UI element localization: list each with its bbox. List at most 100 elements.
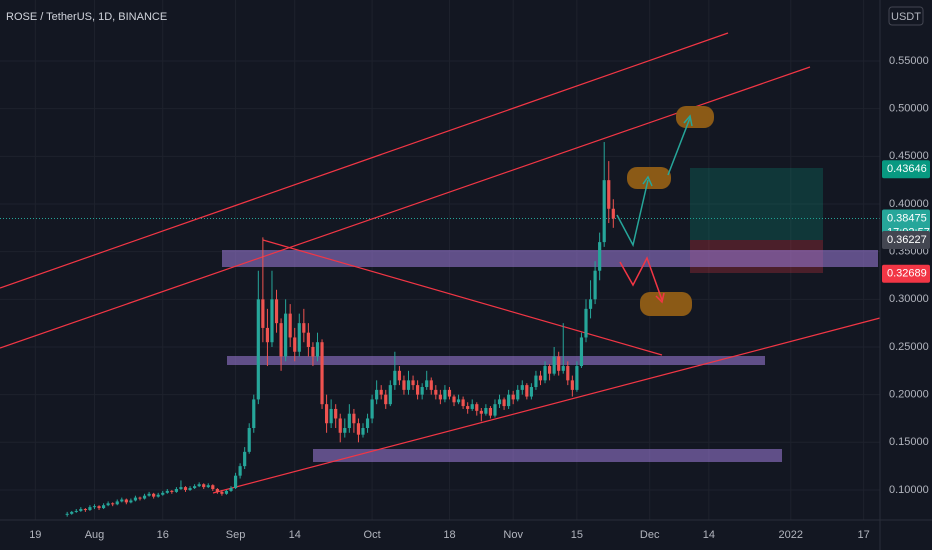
candle-body: [406, 380, 411, 390]
candle-body: [579, 337, 584, 367]
candle-body: [133, 497, 138, 501]
x-tick-label: 17: [857, 529, 869, 541]
unit-label: USDT: [891, 11, 921, 23]
candle-body: [284, 313, 288, 357]
highlight-blob: [640, 292, 692, 316]
candle-body: [324, 404, 329, 424]
y-tick-label: 0.55000: [889, 55, 929, 67]
candle-body: [425, 380, 429, 388]
candle-body: [352, 413, 356, 424]
candle-body: [279, 323, 283, 357]
trend-line: [0, 66, 811, 349]
candle-body: [233, 475, 238, 489]
trend-line: [212, 317, 881, 494]
y-tick-label: 0.10000: [889, 484, 929, 496]
candle-body: [456, 399, 461, 403]
x-tick-label: 18: [443, 529, 455, 541]
candle-body: [152, 493, 156, 497]
candle-body: [206, 485, 210, 488]
y-tick-label: 0.50000: [889, 103, 929, 115]
candle-body: [584, 308, 588, 338]
candle-body: [315, 342, 320, 357]
candle-body: [183, 487, 188, 490]
candle-body: [302, 323, 306, 333]
path-arrow: [616, 179, 649, 248]
candle-body: [538, 375, 543, 381]
candle-body: [479, 410, 483, 414]
candle-body: [297, 323, 301, 352]
candle-body: [384, 394, 388, 405]
candle-body: [534, 375, 538, 388]
candle-body: [147, 493, 151, 496]
candle-body: [438, 394, 442, 400]
candle-body: [220, 491, 224, 494]
profit-zone: [690, 168, 823, 240]
candle-body: [507, 394, 511, 407]
candle-body: [511, 394, 515, 400]
candle-body: [165, 490, 169, 493]
candle-body: [497, 399, 502, 405]
zone-box: [313, 449, 782, 462]
candle-body: [461, 399, 465, 407]
candle-body: [65, 513, 69, 515]
trend-line: [262, 239, 663, 356]
candle-body: [142, 495, 147, 499]
candle-body: [161, 492, 165, 495]
candle-body: [224, 490, 229, 494]
candle-body: [575, 366, 579, 390]
candle-body: [197, 484, 201, 487]
candle-body: [252, 399, 256, 429]
candle-body: [570, 380, 574, 390]
unit-box: [888, 6, 924, 26]
candle-body: [293, 337, 297, 352]
candle-body: [475, 404, 479, 411]
candle-body: [101, 505, 106, 509]
candle-body: [447, 389, 452, 397]
chart-title: ROSE / TetherUS, 1D, BINANCE: [6, 11, 167, 23]
y-tick-label: 0.20000: [889, 389, 929, 401]
candle-body: [92, 506, 97, 508]
y-tick-label: 0.25000: [889, 341, 929, 353]
candle-body: [174, 489, 178, 492]
x-tick-label: 19: [29, 529, 41, 541]
candle-body: [193, 486, 197, 489]
y-tick-label: 0.45000: [889, 150, 929, 162]
zone-box: [227, 356, 765, 365]
x-tick-label: Dec: [640, 529, 660, 541]
price-label: 0.43646: [887, 163, 927, 175]
candle-body: [311, 346, 315, 357]
drawings: [0, 32, 881, 494]
candle-body: [520, 385, 524, 390]
price-label: 0.32689: [887, 268, 927, 280]
candle-body: [129, 500, 133, 503]
candle-body: [211, 485, 215, 490]
candle-body: [429, 380, 433, 390]
y-tick-label: 0.15000: [889, 436, 929, 448]
candle-body: [361, 428, 365, 435]
path-arrow: [667, 117, 691, 176]
candle-body: [529, 387, 533, 397]
candle-body: [320, 342, 324, 405]
x-tick-label: Oct: [364, 529, 381, 541]
trend-line: [0, 32, 729, 289]
candle-body: [215, 489, 219, 492]
candle-body: [516, 389, 520, 400]
candle-body: [547, 366, 552, 374]
candle-body: [115, 501, 119, 505]
candle-body: [329, 408, 333, 424]
candle-body: [434, 389, 438, 395]
candle-body: [306, 332, 310, 347]
candle-body: [588, 299, 593, 309]
x-tick-label: 14: [703, 529, 715, 541]
candle-body: [488, 407, 493, 416]
candle-body: [343, 428, 347, 433]
candle-body: [106, 503, 110, 506]
price-label: 0.36227: [887, 234, 927, 246]
price-label-box: [882, 264, 930, 283]
candle-body: [256, 299, 260, 400]
candle-body: [402, 380, 406, 390]
candle-body: [470, 404, 474, 409]
price-label-box: [882, 230, 930, 249]
candle-body: [375, 389, 379, 400]
